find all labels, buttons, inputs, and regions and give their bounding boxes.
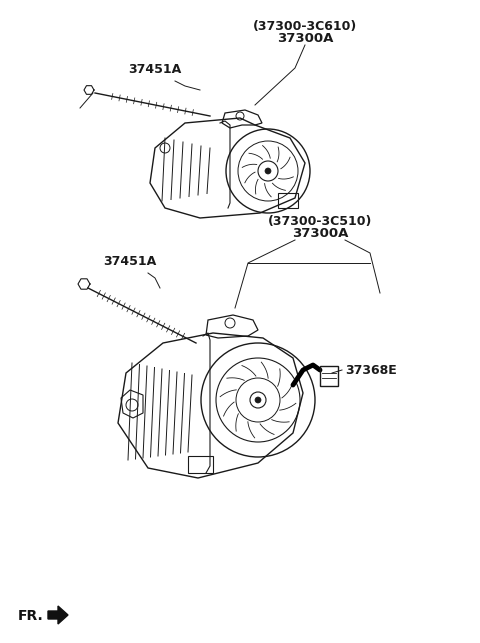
Text: 37300A: 37300A <box>292 227 348 240</box>
Text: 37451A: 37451A <box>128 63 181 76</box>
Text: 37451A: 37451A <box>103 255 156 268</box>
Circle shape <box>255 397 261 403</box>
Polygon shape <box>48 606 68 624</box>
Text: (37300-3C610): (37300-3C610) <box>253 20 357 33</box>
Circle shape <box>265 168 271 174</box>
Text: 37368E: 37368E <box>345 363 397 377</box>
Text: (37300-3C510): (37300-3C510) <box>268 215 372 228</box>
Text: FR.: FR. <box>18 609 44 623</box>
Text: 37300A: 37300A <box>277 32 333 45</box>
